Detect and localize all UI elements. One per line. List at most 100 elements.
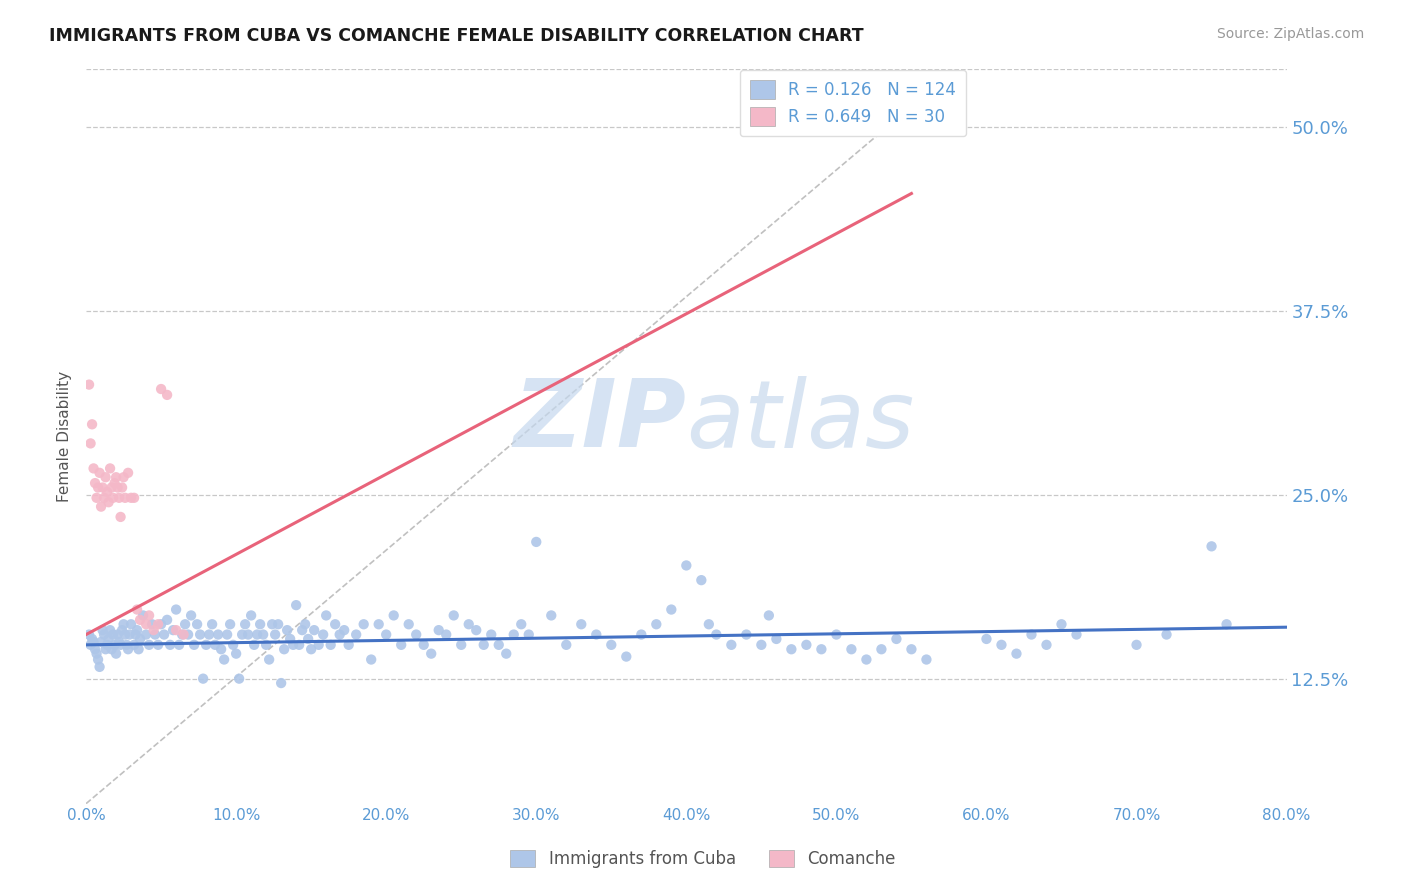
Point [105,470,128,484]
Point [122,491,145,505]
Point [129,613,152,627]
Point [796,638,818,652]
Point [319,638,342,652]
Point [96,638,118,652]
Point [94,642,117,657]
Point [209,642,232,657]
Point [302,623,325,637]
Point [278,632,301,646]
Text: IMMIGRANTS FROM CUBA VS COMANCHE FEMALE DISABILITY CORRELATION CHART: IMMIGRANTS FROM CUBA VS COMANCHE FEMALE … [49,27,863,45]
Text: Source: ZipAtlas.com: Source: ZipAtlas.com [1216,27,1364,41]
Point [177,627,200,641]
Point [115,638,138,652]
Point [780,642,803,657]
Legend: R = 0.126   N = 124, R = 0.649   N = 30: R = 0.126 N = 124, R = 0.649 N = 30 [740,70,966,136]
Point [308,638,330,652]
Point [262,617,284,632]
Point [101,491,124,505]
Point [555,638,578,652]
Point [405,627,427,641]
Point [79,436,101,450]
Point [855,652,877,666]
Point [697,617,720,632]
Point [114,491,136,505]
Point [135,627,157,641]
Point [84,642,107,657]
Point [100,642,122,657]
Point [443,608,465,623]
Point [111,481,134,495]
Point [450,638,472,652]
Point [353,617,375,632]
Point [198,627,221,641]
Point [1201,539,1223,553]
Y-axis label: Female Disability: Female Disability [58,370,72,501]
Point [207,627,229,641]
Point [162,623,184,637]
Legend: Immigrants from Cuba, Comanche: Immigrants from Cuba, Comanche [503,843,903,875]
Point [231,627,253,641]
Point [329,627,352,641]
Point [183,638,205,652]
Point [257,652,280,666]
Point [146,617,169,632]
Point [502,627,524,641]
Point [96,484,118,499]
Point [412,638,434,652]
Point [297,632,319,646]
Point [204,638,226,652]
Point [77,627,100,641]
Point [294,617,316,632]
Point [600,638,623,652]
Point [758,608,780,623]
Point [976,632,998,646]
Point [98,461,121,475]
Point [87,652,110,666]
Point [1021,627,1043,641]
Point [291,623,314,637]
Point [254,638,277,652]
Text: ZIP: ZIP [513,376,686,467]
Point [479,627,502,641]
Point [146,638,169,652]
Point [87,481,110,495]
Point [228,672,250,686]
Point [344,627,367,641]
Point [97,495,120,509]
Point [630,627,652,641]
Point [246,627,269,641]
Point [127,623,149,637]
Point [427,623,450,637]
Point [153,627,176,641]
Point [191,672,214,686]
Point [128,642,150,657]
Point [517,627,540,641]
Point [524,535,547,549]
Point [299,642,322,657]
Point [86,491,108,505]
Point [107,481,129,495]
Point [704,627,727,641]
Point [108,491,131,505]
Point [156,613,179,627]
Point [270,676,292,690]
Point [375,627,398,641]
Point [89,466,111,480]
Point [180,608,202,623]
Point [118,627,141,641]
Point [720,638,742,652]
Point [276,623,298,637]
Point [84,476,107,491]
Point [105,647,128,661]
Point [465,623,488,637]
Point [108,635,131,649]
Point [675,558,697,573]
Point [127,602,149,616]
Point [159,638,181,652]
Point [167,638,190,652]
Point [98,623,121,637]
Point [110,510,132,524]
Point [124,627,146,641]
Point [94,470,117,484]
Point [495,647,517,661]
